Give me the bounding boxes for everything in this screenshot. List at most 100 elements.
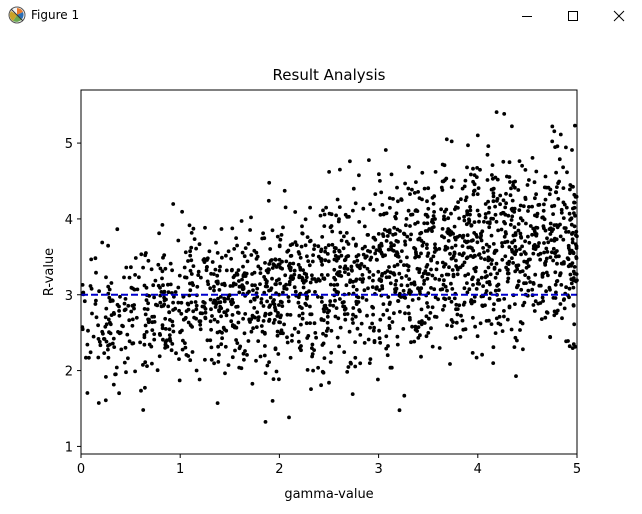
scatter-point: [396, 254, 401, 259]
scatter-point: [182, 265, 187, 270]
scatter-point: [460, 253, 465, 258]
scatter-point: [466, 272, 471, 276]
scatter-point: [168, 339, 173, 343]
scatter-point: [324, 333, 328, 338]
scatter-point: [241, 351, 246, 356]
scatter-point: [223, 344, 228, 349]
scatter-point: [285, 312, 290, 317]
scatter-point: [293, 210, 298, 214]
scatter-point: [236, 268, 241, 272]
scatter-point: [380, 273, 384, 278]
scatter-point: [491, 307, 496, 312]
scatter-point: [445, 288, 449, 293]
scatter-point: [534, 233, 539, 238]
scatter-point: [445, 323, 449, 328]
scatter-point: [377, 172, 381, 177]
scatter-point: [351, 236, 356, 241]
scatter-point: [365, 266, 370, 271]
title-bar[interactable]: Figure 1: [0, 0, 642, 31]
scatter-point: [273, 257, 278, 262]
scatter-point: [327, 380, 331, 385]
scatter-point: [496, 298, 500, 302]
scatter-point: [335, 335, 340, 340]
close-button[interactable]: [596, 0, 642, 31]
minimize-button[interactable]: [504, 0, 550, 31]
scatter-point: [463, 327, 468, 332]
scatter-point: [433, 170, 438, 174]
scatter-point: [212, 298, 217, 303]
scatter-point: [345, 267, 350, 271]
scatter-point: [163, 266, 168, 271]
scatter-point: [366, 337, 371, 342]
scatter-point: [274, 282, 278, 287]
scatter-point: [485, 248, 490, 253]
scatter-point: [426, 206, 431, 211]
scatter-point: [555, 261, 559, 266]
scatter-point: [210, 260, 215, 264]
scatter-point: [219, 314, 224, 319]
scatter-point: [451, 320, 455, 324]
scatter-point: [351, 306, 356, 310]
scatter-point: [252, 315, 256, 319]
scatter-point: [338, 325, 343, 330]
scatter-point: [377, 288, 382, 292]
scatter-point: [100, 329, 105, 334]
scatter-point: [542, 202, 546, 207]
scatter-point: [388, 281, 393, 286]
scatter-point: [308, 205, 312, 210]
scatter-point: [475, 166, 479, 170]
scatter-point: [202, 301, 207, 305]
scatter-point: [372, 325, 376, 330]
scatter-point: [108, 320, 112, 325]
scatter-point: [323, 303, 328, 308]
scatter-point: [323, 249, 327, 254]
scatter-point: [100, 240, 105, 245]
scatter-point: [104, 306, 109, 311]
scatter-point: [419, 286, 424, 291]
scatter-point: [325, 273, 330, 277]
scatter-point: [321, 208, 325, 213]
scatter-point: [96, 355, 101, 360]
scatter-point: [521, 204, 526, 209]
scatter-point: [122, 360, 127, 365]
scatter-point: [335, 282, 340, 287]
scatter-point: [331, 303, 336, 308]
scatter-point: [218, 295, 223, 299]
scatter-point: [517, 159, 522, 164]
scatter-point: [167, 327, 172, 332]
scatter-point: [130, 317, 135, 322]
scatter-point: [540, 273, 545, 277]
scatter-point: [479, 231, 483, 236]
scatter-point: [460, 244, 465, 249]
scatter-point: [409, 212, 413, 217]
scatter-point: [423, 229, 428, 233]
scatter-point: [337, 205, 342, 210]
scatter-point: [151, 283, 156, 288]
scatter-point: [320, 262, 324, 267]
scatter-point: [550, 124, 555, 129]
scatter-point: [197, 377, 202, 382]
scatter-point: [412, 339, 417, 344]
scatter-point: [351, 208, 355, 213]
scatter-point: [127, 275, 132, 280]
maximize-button[interactable]: [550, 0, 596, 31]
scatter-point: [362, 288, 367, 293]
scatter-point: [104, 275, 108, 280]
scatter-point: [133, 273, 138, 277]
scatter-point: [191, 283, 196, 287]
scatter-point: [559, 283, 564, 287]
scatter-point: [491, 191, 496, 196]
scatter-point: [443, 284, 448, 289]
scatter-point: [275, 329, 280, 334]
scatter-point: [133, 369, 138, 374]
scatter-point: [102, 351, 107, 355]
scatter-point: [537, 283, 542, 288]
scatter-point: [465, 210, 470, 215]
scatter-point: [172, 294, 176, 299]
scatter-point: [89, 257, 94, 262]
scatter-point: [471, 166, 475, 171]
scatter-point: [170, 268, 175, 273]
scatter-point: [475, 240, 480, 245]
scatter-point: [503, 205, 508, 210]
